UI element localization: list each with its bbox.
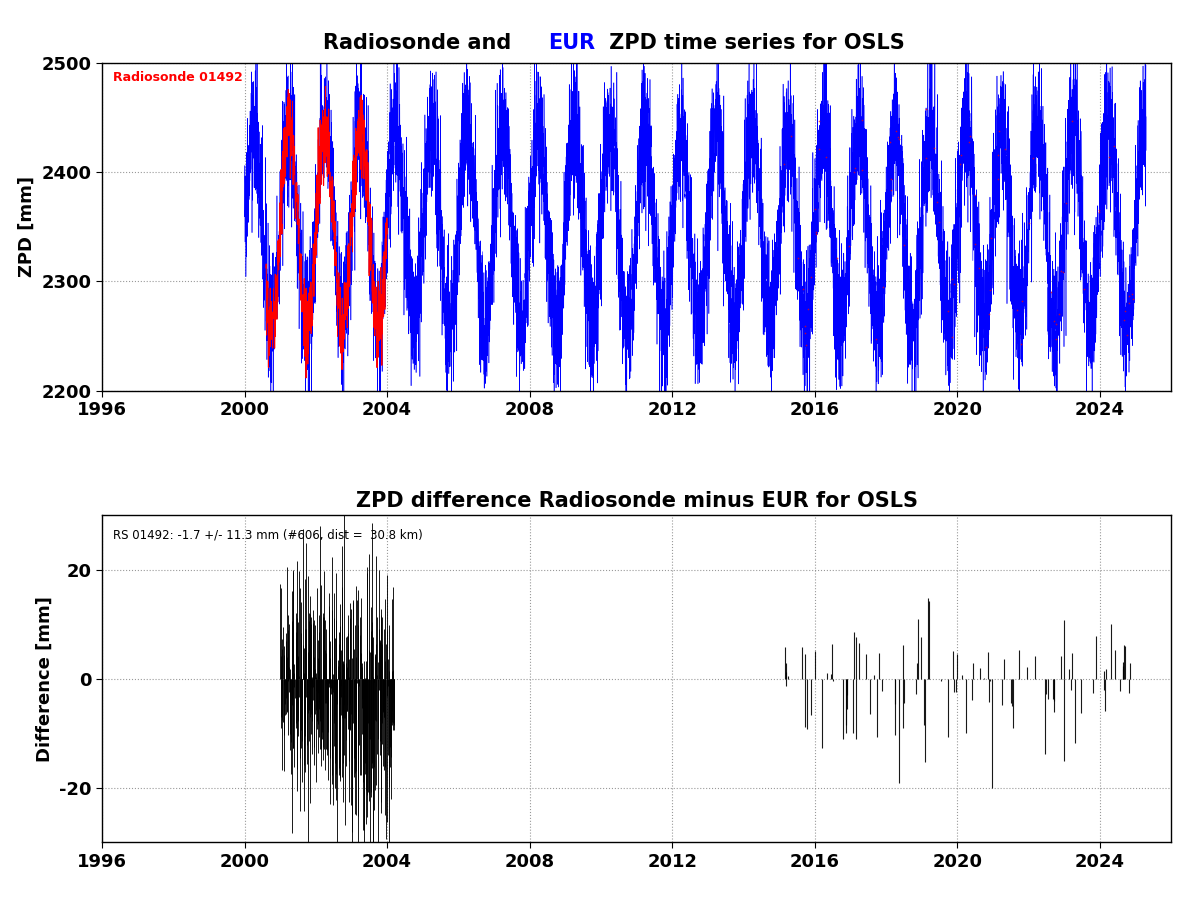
Point — [996, 141, 1015, 156]
Point — [806, 224, 825, 239]
Point — [1041, 285, 1060, 299]
Point — [827, 250, 847, 265]
Point — [1053, 265, 1072, 279]
Point — [951, 148, 970, 162]
Point — [1052, 264, 1071, 278]
Point — [1115, 304, 1134, 318]
Title: ZPD difference Radiosonde minus EUR for OSLS: ZPD difference Radiosonde minus EUR for … — [355, 491, 918, 511]
Point — [981, 283, 1000, 297]
Point — [916, 102, 936, 116]
Point — [809, 114, 829, 128]
Point — [1008, 303, 1027, 317]
Point — [895, 238, 914, 252]
Point — [782, 129, 801, 143]
Point — [938, 304, 957, 318]
Point — [924, 141, 943, 155]
Point — [1057, 196, 1076, 210]
Point — [796, 338, 815, 352]
Point — [795, 319, 814, 333]
Text: RS 01492: -1.7 +/- 11.3 mm (#606, dist =  30.8 km): RS 01492: -1.7 +/- 11.3 mm (#606, dist =… — [113, 529, 423, 542]
Y-axis label: Difference [mm]: Difference [mm] — [36, 596, 54, 761]
Point — [815, 150, 835, 164]
Point — [990, 124, 1009, 139]
Text: Radiosonde and: Radiosonde and — [323, 33, 519, 53]
Point — [802, 270, 821, 285]
Point — [1047, 332, 1066, 346]
Point — [1063, 114, 1082, 128]
Point — [930, 215, 949, 230]
Point — [788, 250, 807, 265]
Point — [839, 239, 859, 253]
Point — [1074, 281, 1093, 296]
Point — [880, 134, 900, 149]
Point — [927, 195, 946, 209]
Point — [853, 114, 872, 128]
Point — [988, 148, 1008, 162]
Point — [1115, 314, 1134, 328]
Point — [1089, 205, 1109, 220]
Point — [844, 165, 864, 179]
Point — [1045, 314, 1064, 328]
Point — [794, 282, 813, 296]
Point — [886, 124, 906, 139]
Point — [807, 227, 826, 241]
Point — [799, 302, 818, 316]
Point — [981, 231, 1000, 245]
Text: Radiosonde 01492: Radiosonde 01492 — [113, 70, 243, 84]
Point — [1024, 150, 1044, 165]
Point — [1118, 328, 1137, 342]
Point — [1011, 337, 1030, 351]
Point — [1048, 306, 1068, 321]
Point — [943, 330, 962, 344]
Point — [943, 272, 962, 287]
Point — [1089, 203, 1109, 217]
Y-axis label: ZPD [mm]: ZPD [mm] — [18, 177, 36, 278]
Text: ZPD time series for OSLS: ZPD time series for OSLS — [602, 33, 904, 53]
Text: EUR: EUR — [548, 33, 594, 53]
Point — [1012, 295, 1032, 309]
Point — [944, 277, 963, 291]
Point — [1123, 287, 1142, 301]
Point — [1119, 296, 1139, 311]
Point — [966, 237, 985, 251]
Point — [874, 279, 894, 294]
Point — [809, 141, 829, 156]
Point — [773, 158, 793, 172]
Point — [976, 340, 996, 354]
Point — [1105, 139, 1124, 153]
Point — [853, 162, 872, 177]
Point — [969, 261, 988, 276]
Point — [988, 172, 1008, 187]
Point — [916, 151, 936, 166]
Point — [1123, 292, 1142, 306]
Point — [846, 160, 865, 175]
Point — [795, 325, 814, 340]
Point — [951, 157, 970, 171]
Point — [806, 202, 825, 216]
Point — [979, 306, 998, 321]
Point — [882, 172, 901, 187]
Point — [1046, 317, 1065, 332]
Point — [889, 130, 908, 144]
Point — [1119, 289, 1139, 304]
Point — [960, 135, 979, 150]
Point — [960, 129, 979, 143]
Point — [1100, 150, 1119, 164]
Point — [889, 132, 908, 146]
Point — [882, 183, 901, 197]
Point — [1020, 215, 1039, 230]
Point — [966, 187, 985, 202]
Point — [866, 332, 885, 347]
